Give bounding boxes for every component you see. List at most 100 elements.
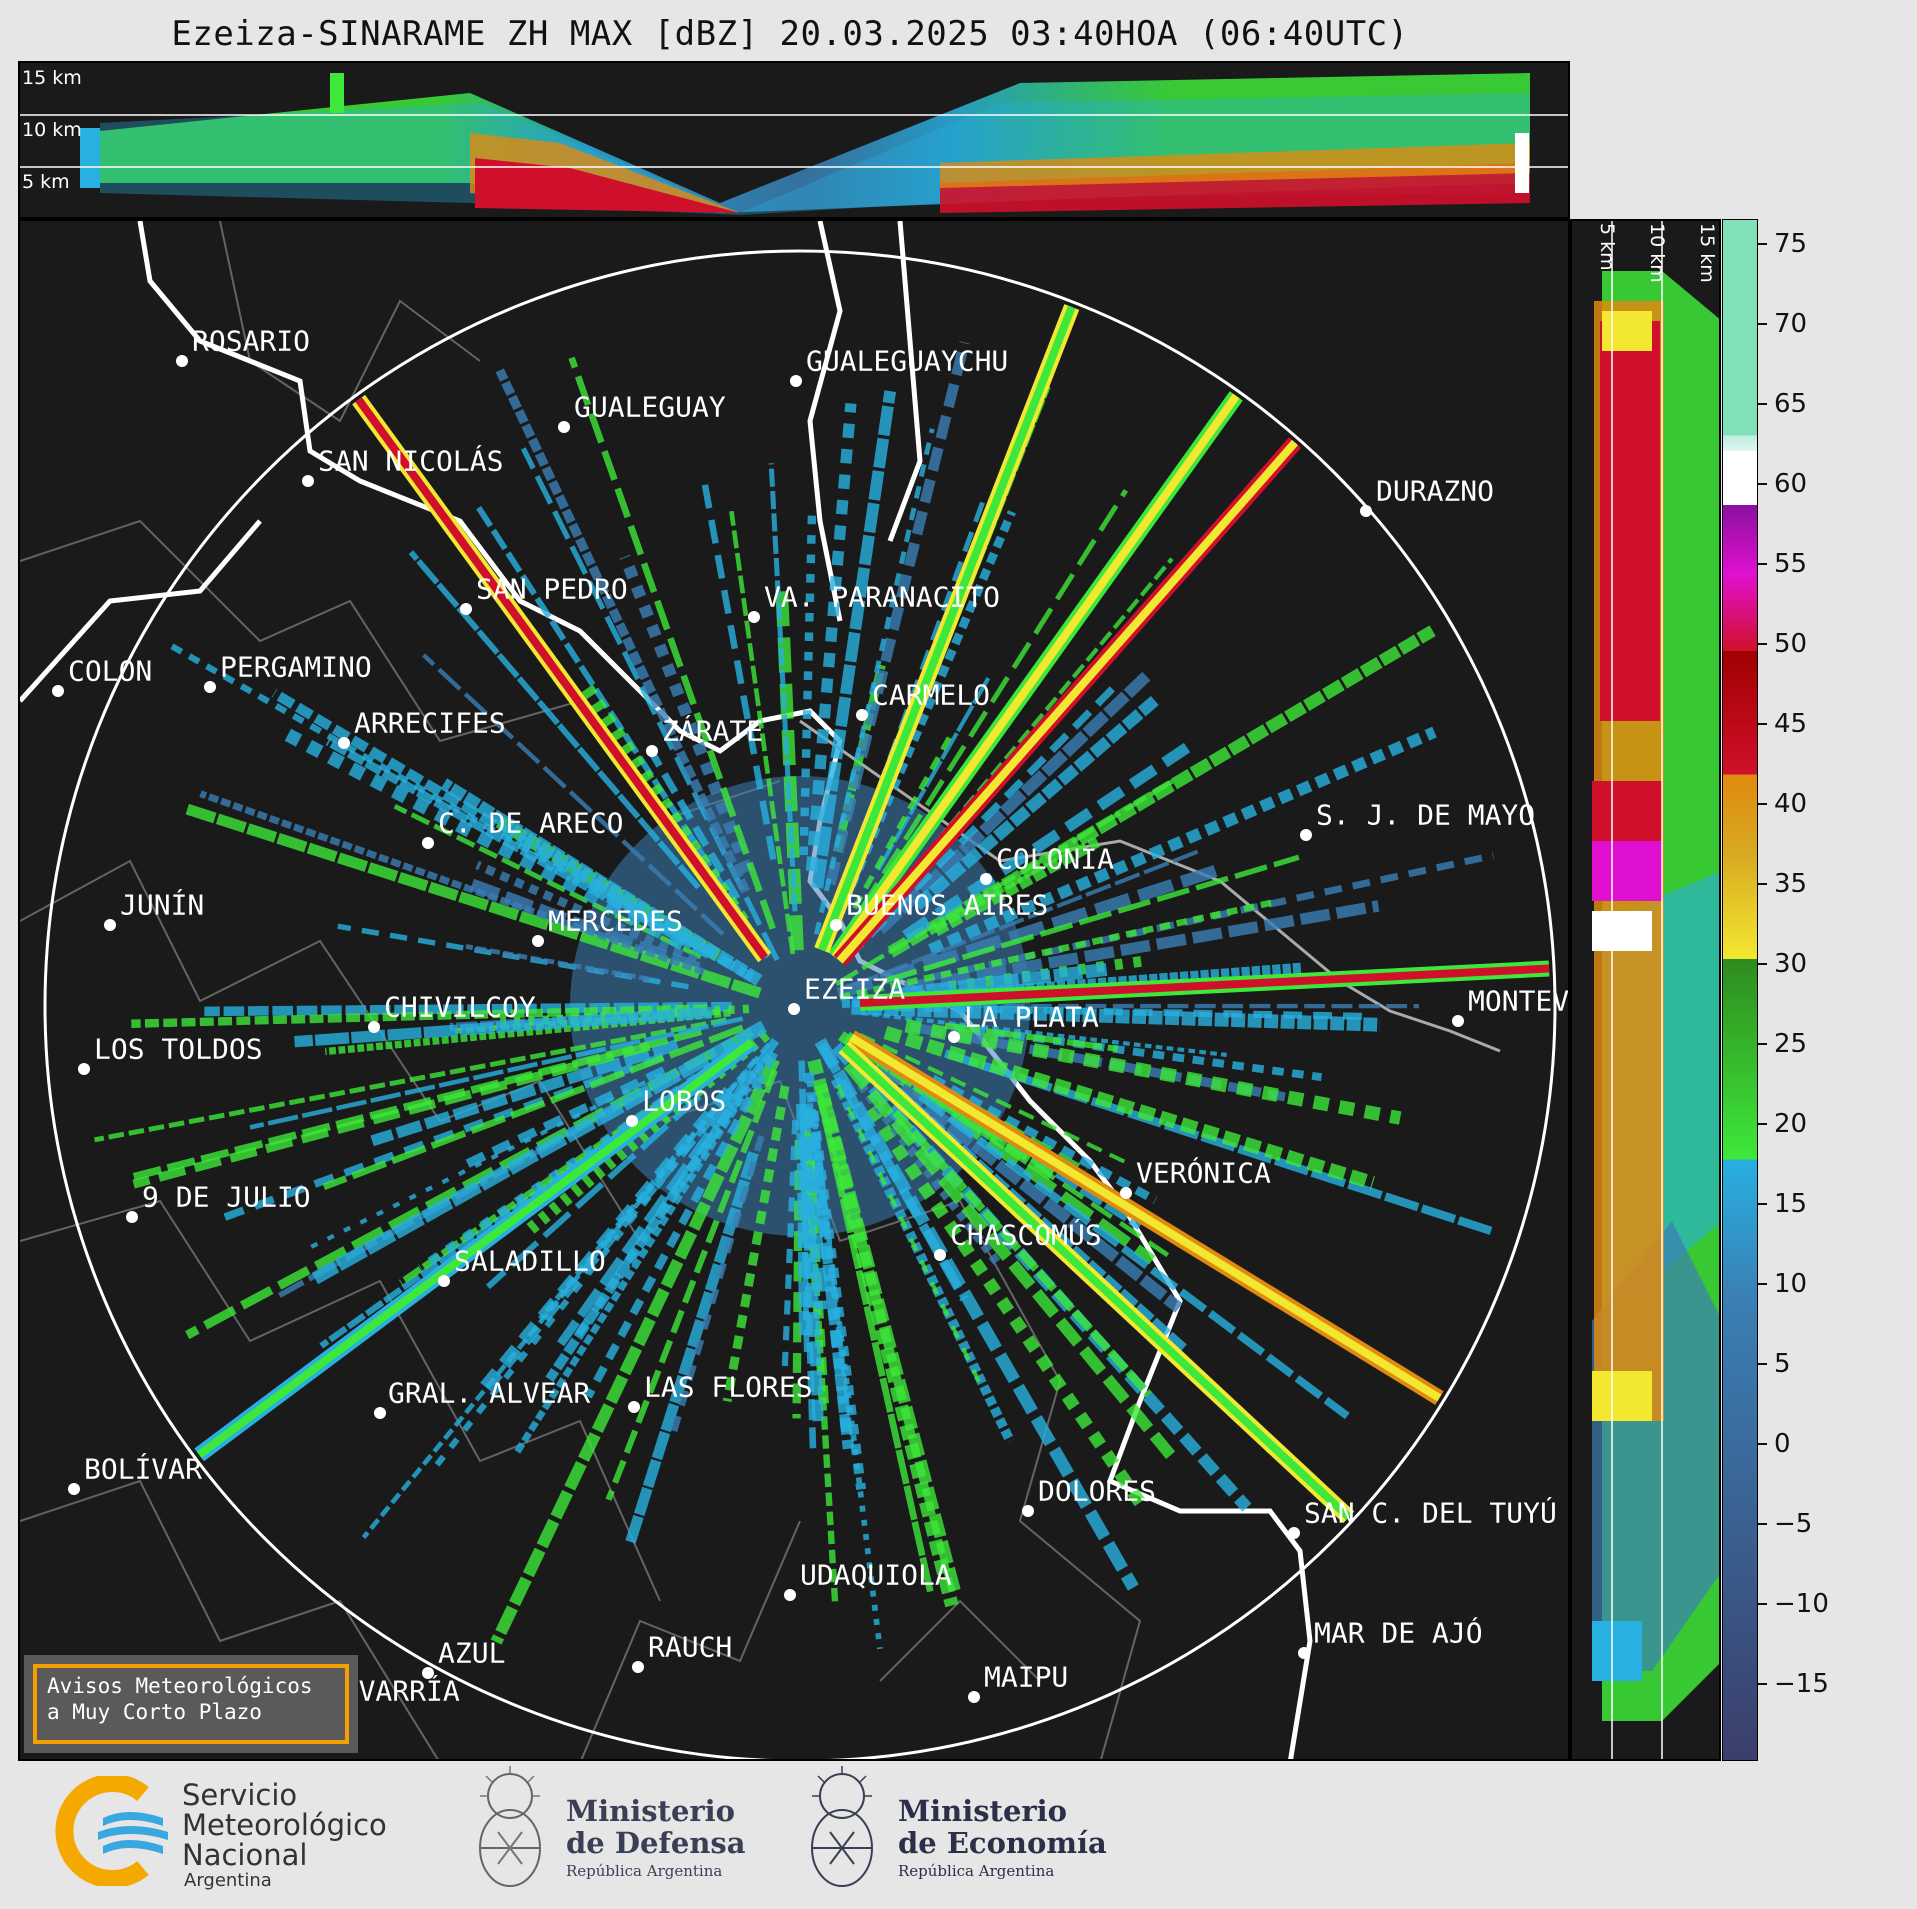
city-dot xyxy=(126,1211,138,1223)
city-label: VA. PARANACITO xyxy=(764,580,1001,614)
city-dot xyxy=(632,1661,644,1673)
city-dot xyxy=(68,1483,80,1495)
city-label: PERGAMINO xyxy=(220,650,372,684)
colorbar-label: 40 xyxy=(1774,789,1808,819)
city-dot xyxy=(422,1667,434,1679)
city-label: BUENOS AIRES xyxy=(846,888,1049,922)
city-label: S. J. DE MAYO xyxy=(1316,798,1536,832)
city-label: CHIVILCOY xyxy=(384,990,536,1024)
city-label: DURAZNO xyxy=(1376,474,1495,508)
colorbar-label: 75 xyxy=(1774,229,1808,259)
city-label: BOLÍVAR xyxy=(84,1452,203,1486)
colorbar-tick xyxy=(1758,323,1767,325)
top-cross-section-echoes xyxy=(20,73,1568,215)
colorbar-label: 20 xyxy=(1774,1109,1808,1139)
city-dot xyxy=(1120,1187,1132,1199)
colorbar-label: 45 xyxy=(1774,709,1808,739)
colorbar-tick xyxy=(1758,403,1767,405)
colorbar-tick xyxy=(1758,1363,1767,1365)
city-dot xyxy=(948,1031,960,1043)
city-dot xyxy=(78,1063,90,1075)
colorbar-tick xyxy=(1758,723,1767,725)
colorbar-label: 50 xyxy=(1774,629,1808,659)
city-dot xyxy=(1360,505,1372,517)
colorbar-label: 55 xyxy=(1774,549,1808,579)
colorbar-label: −10 xyxy=(1774,1589,1829,1619)
city-label: MAR DE AJÓ xyxy=(1314,1616,1483,1650)
colorbar-tick xyxy=(1758,483,1767,485)
radar-map[interactable]: ROSARIO GUALEGUAYCHU GUALEGUAY SAN NICOL… xyxy=(18,219,1570,1761)
city-dot xyxy=(52,685,64,697)
smn-line4: Argentina xyxy=(184,1870,272,1891)
colorbar xyxy=(1722,219,1758,1761)
city-dot xyxy=(830,919,842,931)
city-dot xyxy=(422,837,434,849)
colorbar-tick xyxy=(1758,243,1767,245)
colorbar-tick xyxy=(1758,1043,1767,1045)
city-dot xyxy=(934,1249,946,1261)
height-label-5km: 5 km xyxy=(22,171,70,193)
avisos-link[interactable]: Avisos Meteorológicos a Muy Corto Plazo xyxy=(24,1655,358,1753)
colorbar-label: 0 xyxy=(1774,1429,1791,1459)
city-label: ROSARIO xyxy=(192,324,311,358)
city-label: DOLORES xyxy=(1038,1474,1157,1508)
city-dot xyxy=(1022,1505,1034,1517)
city-dot xyxy=(980,873,992,885)
city-label: LOS TOLDOS xyxy=(94,1032,263,1066)
colorbar-label: 35 xyxy=(1774,869,1808,899)
city-label: ARRECIFES xyxy=(354,706,506,740)
avisos-box[interactable]: Avisos Meteorológicos a Muy Corto Plazo xyxy=(33,1664,349,1744)
colorbar-tick xyxy=(1758,643,1767,645)
right-cross-section: 5 km 10 km 15 km xyxy=(1570,219,1721,1761)
city-label: LOBOS xyxy=(642,1084,727,1118)
city-dot xyxy=(374,1407,386,1419)
city-label: COLONIA xyxy=(996,842,1115,876)
city-label: GRAL. ALVEAR xyxy=(388,1376,591,1410)
city-label: UDAQUIOLA xyxy=(800,1558,952,1592)
economia-line3: República Argentina xyxy=(898,1862,1055,1880)
smn-line2: Meteorológico xyxy=(182,1808,387,1842)
avisos-line2: a Muy Corto Plazo xyxy=(47,1700,262,1724)
city-label: GUALEGUAY xyxy=(574,390,726,424)
city-label: SAN NICOLÁS xyxy=(318,444,504,478)
colorbar-label: 5 xyxy=(1774,1349,1791,1379)
city-dot xyxy=(646,745,658,757)
colorbar-label: 10 xyxy=(1774,1269,1808,1299)
right-height-label-10km: 10 km xyxy=(1646,223,1668,283)
city-dot xyxy=(628,1401,640,1413)
coat-of-arms-icon xyxy=(811,1766,873,1887)
colorbar-label: 15 xyxy=(1774,1189,1808,1219)
top-cross-section: 15 km 10 km 5 km xyxy=(18,61,1570,219)
colorbar-tick xyxy=(1758,1603,1767,1605)
radar-site-label: EZEIZA xyxy=(804,972,906,1006)
colorbar-label: 70 xyxy=(1774,309,1808,339)
city-label: SAN C. DEL TUYÚ xyxy=(1304,1496,1557,1530)
chart-title: Ezeiza-SINARAME ZH MAX [dBZ] 20.03.2025 … xyxy=(171,14,1409,54)
economia-line1: Ministerio xyxy=(898,1794,1068,1828)
colorbar-tick xyxy=(1758,963,1767,965)
city-dot xyxy=(790,375,802,387)
avisos-line1: Avisos Meteorológicos xyxy=(47,1674,313,1698)
colorbar-label: −15 xyxy=(1774,1669,1829,1699)
city-dot xyxy=(302,475,314,487)
city-dot xyxy=(460,603,472,615)
colorbar-label: 30 xyxy=(1774,949,1808,979)
city-label: C. DE ARECO xyxy=(438,806,624,840)
smn-line3: Nacional xyxy=(182,1838,308,1872)
city-dot xyxy=(204,681,216,693)
city-label: MERCEDES xyxy=(548,904,683,938)
colorbar-tick xyxy=(1758,803,1767,805)
colorbar-tick xyxy=(1758,1123,1767,1125)
city-dot xyxy=(626,1115,638,1127)
height-label-10km: 10 km xyxy=(22,119,82,141)
defensa-line1: Ministerio xyxy=(566,1794,736,1828)
city-dot xyxy=(558,421,570,433)
city-label: CHASCOMÚS xyxy=(950,1218,1102,1252)
reflectivity-field xyxy=(94,304,1550,1650)
colorbar-tick xyxy=(1758,1683,1767,1685)
city-dot xyxy=(1288,1527,1300,1539)
smn-line1: Servicio xyxy=(182,1778,298,1812)
defensa-line2: de Defensa xyxy=(566,1826,746,1860)
city-label: GUALEGUAYCHU xyxy=(806,344,1009,378)
colorbar-tick xyxy=(1758,1203,1767,1205)
